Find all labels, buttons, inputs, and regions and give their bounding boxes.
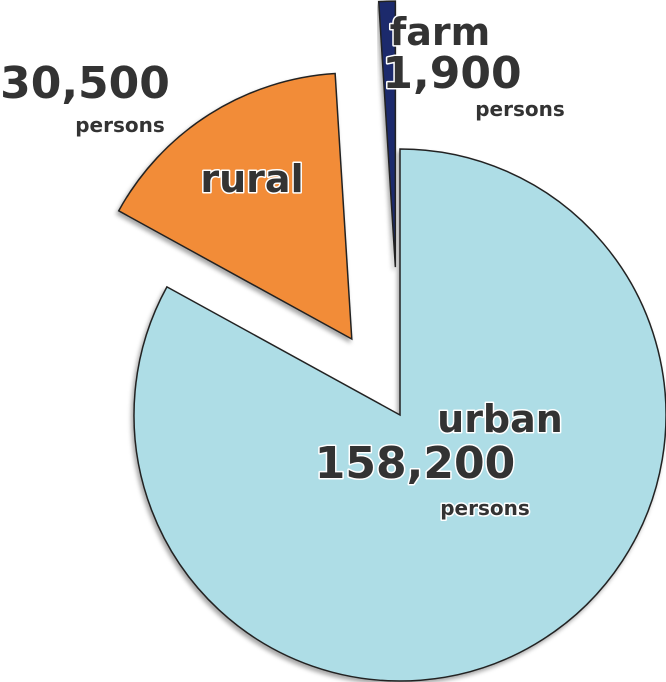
unit-label: persons — [440, 496, 530, 520]
slice-name: urban — [437, 397, 563, 441]
unit-label: persons — [475, 97, 565, 121]
pie-slice — [133, 148, 666, 682]
value-label: 30,500 — [0, 58, 170, 109]
pie-slice — [377, 0, 397, 268]
unit-label: persons — [75, 113, 165, 137]
slice-name: farm — [390, 10, 491, 54]
slice-name: rural — [200, 157, 303, 201]
slices — [117, 0, 666, 682]
value-label: 158,200 — [315, 438, 515, 489]
pie-slice — [117, 72, 353, 341]
value-label: 1,900 — [382, 48, 521, 99]
